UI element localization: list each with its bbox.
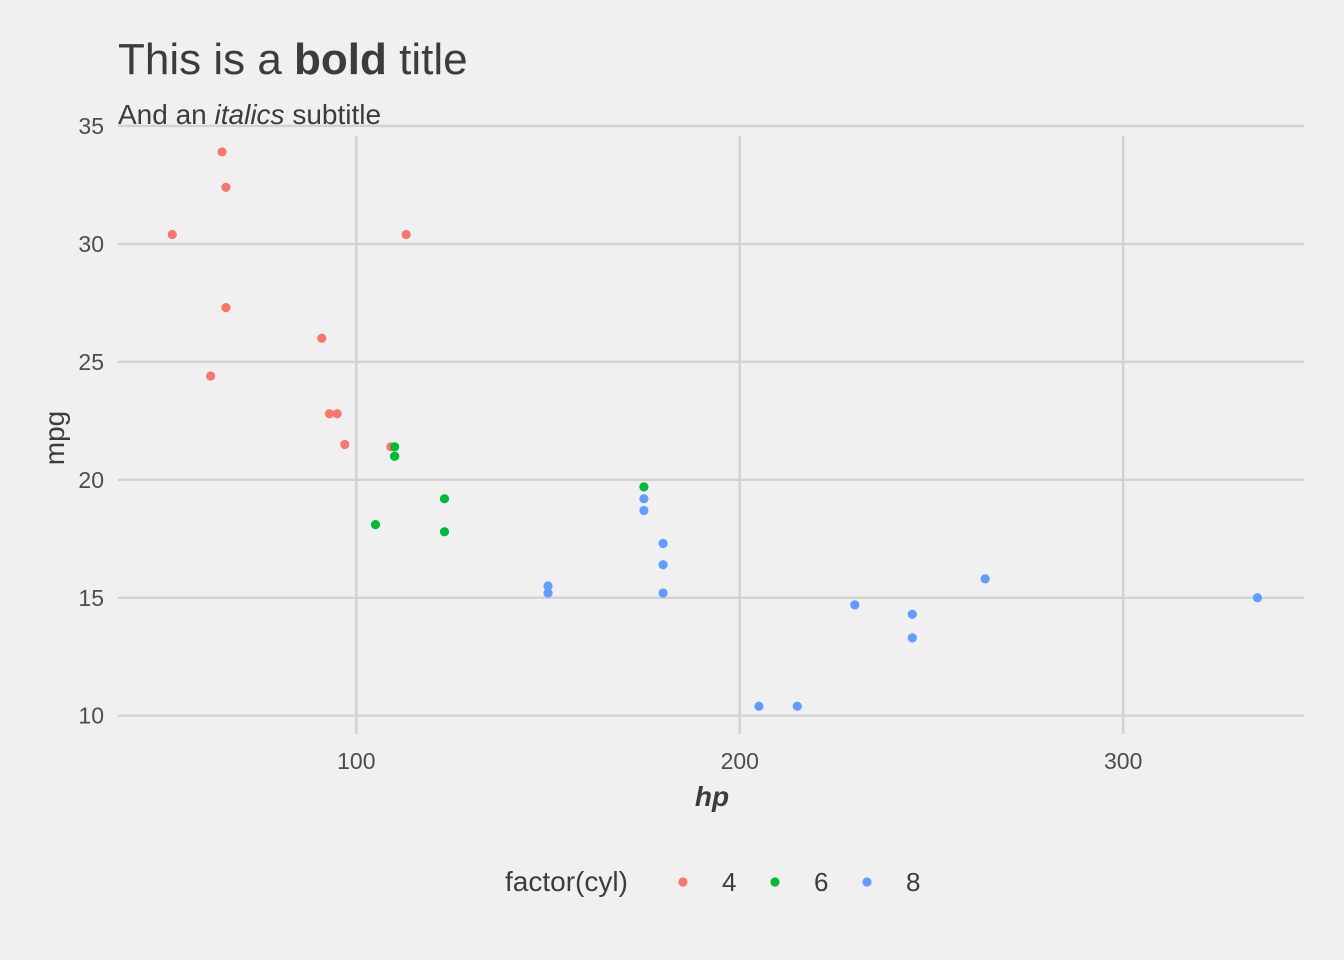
data-point bbox=[792, 701, 802, 711]
data-point bbox=[167, 229, 177, 240]
title-part-2: title bbox=[387, 35, 468, 84]
data-point bbox=[639, 494, 649, 504]
data-point bbox=[543, 581, 553, 591]
data-point bbox=[850, 600, 860, 610]
title-part-0: This is a bbox=[118, 35, 294, 84]
legend-label: 4 bbox=[722, 867, 736, 897]
y-tick-label: 20 bbox=[78, 467, 104, 493]
data-points bbox=[167, 147, 1263, 711]
y-tick-label: 30 bbox=[78, 231, 104, 257]
data-point bbox=[324, 409, 335, 419]
y-axis-title: mpg bbox=[39, 411, 70, 465]
chart-title: This is a bold title bbox=[118, 35, 468, 84]
data-point bbox=[217, 147, 227, 157]
data-point bbox=[980, 574, 990, 584]
y-tick-labels: 10 15 20 25 30 35 bbox=[78, 113, 104, 729]
series-cyl-8 bbox=[543, 494, 1263, 711]
y-tick-label: 10 bbox=[78, 703, 104, 729]
x-tick-label: 200 bbox=[721, 748, 759, 774]
data-point bbox=[658, 588, 668, 598]
data-point bbox=[390, 451, 400, 461]
title-part-1: bold bbox=[294, 35, 387, 84]
legend-title: factor(cyl) bbox=[505, 866, 628, 897]
x-axis-title: hp bbox=[695, 781, 729, 812]
data-point bbox=[1252, 593, 1263, 603]
y-tick-label: 15 bbox=[78, 585, 104, 611]
data-point bbox=[390, 442, 400, 452]
data-point bbox=[370, 520, 381, 530]
data-point bbox=[907, 633, 917, 643]
x-tick-label: 100 bbox=[337, 748, 375, 774]
data-point bbox=[658, 560, 668, 570]
data-point bbox=[658, 538, 668, 549]
data-point bbox=[340, 439, 350, 450]
legend-key bbox=[770, 877, 780, 887]
data-point bbox=[754, 701, 764, 711]
data-point bbox=[439, 527, 450, 537]
x-tick-label: 300 bbox=[1104, 748, 1142, 774]
y-tick-label: 35 bbox=[78, 113, 104, 139]
data-point bbox=[206, 371, 216, 381]
data-point bbox=[639, 482, 649, 492]
data-point bbox=[543, 588, 553, 598]
legend: factor(cyl) 4 6 8 bbox=[505, 866, 920, 897]
x-tick-labels: 100 200 300 bbox=[337, 748, 1142, 774]
data-point bbox=[439, 494, 450, 504]
data-point bbox=[639, 505, 649, 516]
data-point bbox=[907, 609, 917, 619]
legend-label: 8 bbox=[906, 867, 920, 897]
y-tick-label: 25 bbox=[78, 349, 104, 375]
series-cyl-6 bbox=[370, 442, 649, 537]
data-point bbox=[332, 409, 342, 419]
legend-label: 6 bbox=[814, 867, 828, 897]
data-point bbox=[401, 229, 411, 240]
legend-key bbox=[678, 877, 688, 887]
legend-items: 4 6 8 bbox=[678, 867, 920, 897]
data-point bbox=[221, 182, 231, 192]
data-point bbox=[221, 303, 231, 313]
gridlines bbox=[118, 124, 1304, 734]
data-point bbox=[317, 333, 327, 343]
legend-key bbox=[862, 877, 872, 887]
